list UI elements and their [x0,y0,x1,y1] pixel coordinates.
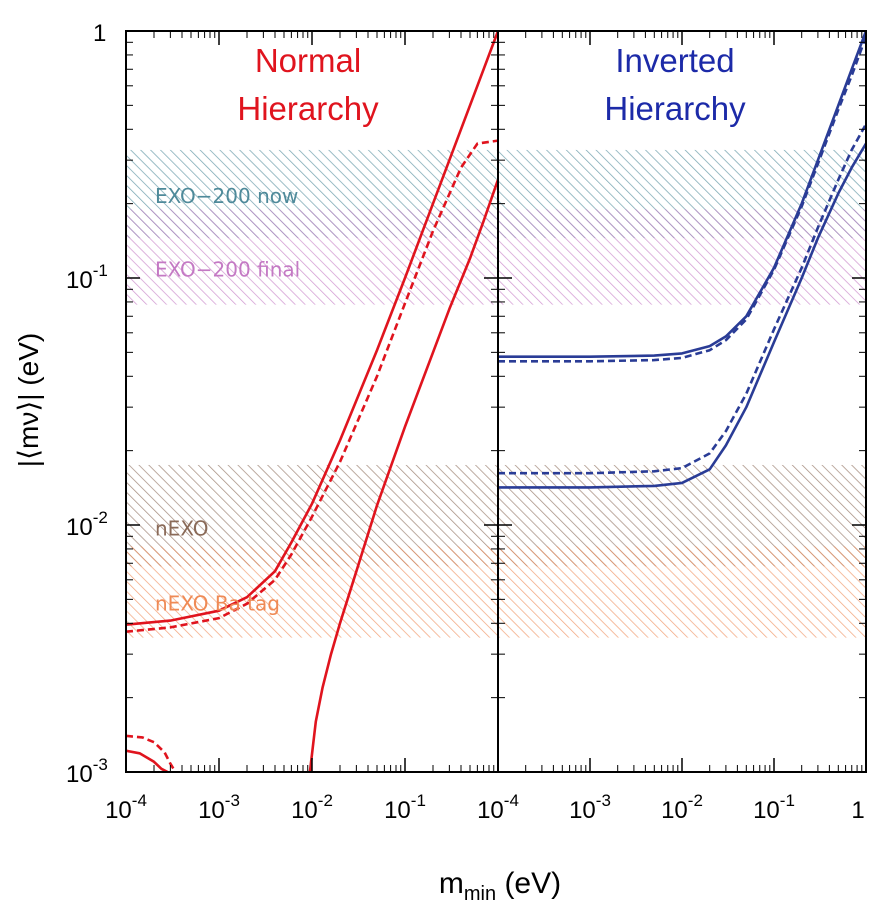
x-tick-label: 10-3 [198,791,240,824]
curve-panel0-series0 [126,31,498,626]
panel-title-1-line-1: Hierarchy [604,90,746,127]
axis-tick-labels: 10-4 10-3 10-2 10-1 10-4 10-3 10-2 10-1 110-310-… [66,20,865,824]
x-axis-label: mmin (eV) [439,867,561,903]
band-label-2: nEXO [155,516,208,540]
curve-panel0-series4 [126,749,169,772]
left-panel-frame [125,30,499,773]
y-tick-label: 10-3 [66,755,108,788]
y-tick-label: 1 [93,20,106,47]
band-3 [126,546,866,638]
x-tick-label: 1 [851,797,864,824]
curve-panel0-series1 [126,139,498,633]
panel-title-0-line-1: Hierarchy [237,90,379,127]
band-labels: EXO−200 now EXO−200 final nEXO nEXO Ba tag [155,184,300,616]
curve-panel1-series1 [498,36,866,363]
panel-titles: Normal Hierarchy Inverted Hierarchy [237,42,746,127]
x-tick-label: 10-1 [384,791,426,824]
y-tick-label: 10-2 [66,508,108,541]
curve-panel1-series3 [498,142,866,489]
inverted-hierarchy-curves [498,31,866,489]
x-tick-label: 10-4 [477,791,519,824]
curve-panel0-series3 [126,734,177,772]
x-tick-label: 10-1 [753,791,795,824]
curve-panel1-series0 [498,31,866,358]
x-tick-label: 10-2 [291,791,333,824]
band-1 [126,209,866,305]
axis-ticks [125,30,867,773]
sensitivity-bands [126,149,866,638]
band-label-1: EXO−200 final [155,258,300,282]
y-axis-label: |⟨mν⟩| (eV) [13,333,44,467]
band-label-3: nEXO Ba tag [155,592,280,616]
x-tick-label: 10-2 [661,791,703,824]
x-tick-label: 10-3 [569,791,611,824]
panel-title-1-line-0: Inverted [615,42,734,79]
y-tick-label: 10-1 [66,261,108,294]
x-tick-label: 10-4 [105,791,147,824]
right-panel-frame [497,30,867,773]
curve-panel0-series2 [308,179,498,772]
panel-title-0-line-0: Normal [255,42,361,79]
curve-panel1-series2 [498,123,866,475]
normal-hierarchy-curves [126,31,498,772]
band-label-0: EXO−200 now [155,184,298,208]
